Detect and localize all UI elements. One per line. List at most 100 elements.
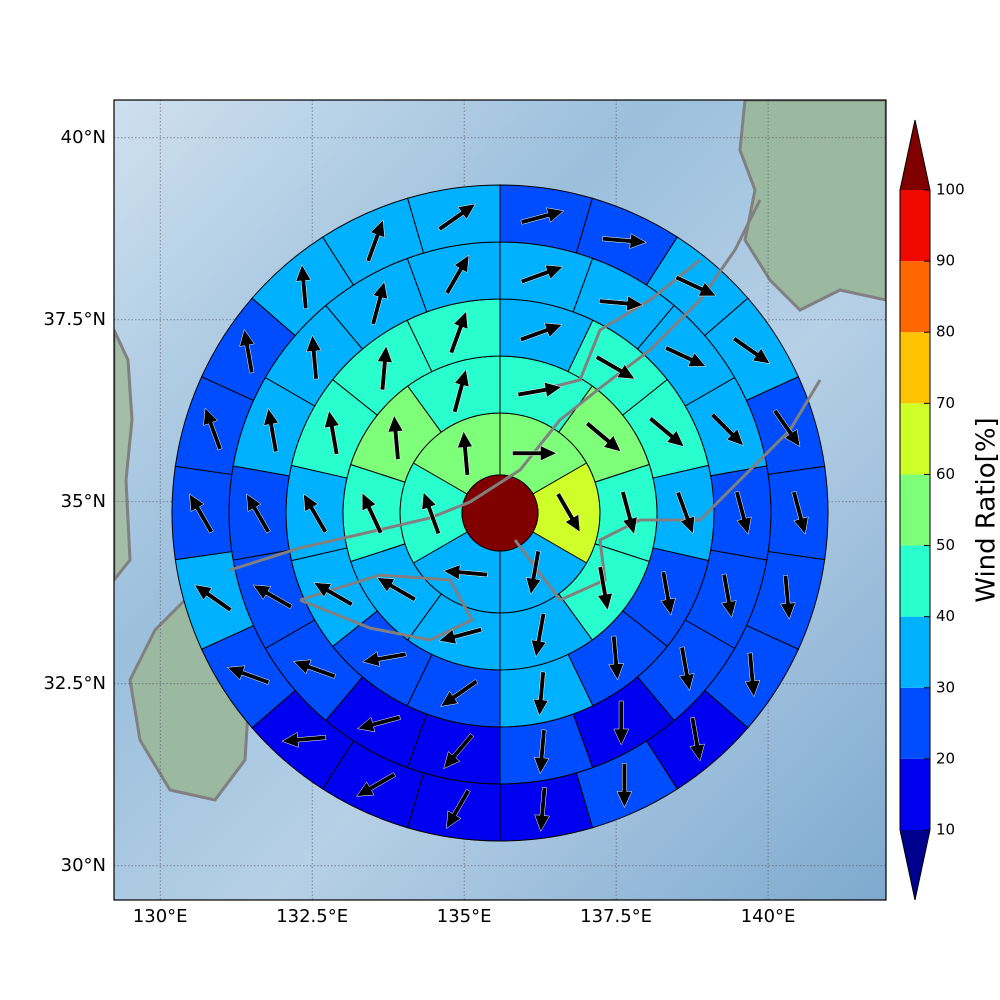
colorbar-tick-label: 80: [936, 323, 955, 341]
wind-arrow: [585, 421, 622, 452]
wind-arrow: [252, 584, 293, 610]
wind-arrow: [598, 295, 644, 312]
wind-arrow: [530, 612, 547, 658]
y-tick-label: 32.5°N: [43, 673, 106, 694]
cell: [499, 184, 594, 254]
wind-arrow: [421, 491, 441, 535]
wind-arrow: [608, 635, 625, 681]
wind-arrow: [263, 407, 279, 453]
coastline: [513, 379, 822, 602]
colorbar-bin: [900, 616, 930, 688]
wind-arrow: [246, 493, 271, 534]
wind-arrow: [520, 207, 565, 225]
wind-arrow: [356, 714, 401, 733]
wind-arrow: [387, 414, 404, 460]
wind-arrow: [555, 492, 581, 533]
colorbar: 10 20 30 40 50 60 70 80 90 100: [899, 119, 965, 901]
colorbar-tick-label: 60: [936, 465, 955, 483]
wind-arrow: [648, 416, 685, 448]
colorbar-under: [900, 830, 930, 900]
wind-arrow: [362, 651, 407, 667]
wind-arrow: [443, 733, 475, 770]
wind-arrow: [457, 430, 473, 476]
colorbar-tick-label: 90: [936, 252, 955, 270]
colorbar-bin: [900, 687, 930, 759]
wind-arrow: [689, 717, 705, 762]
wind-arrow: [520, 264, 564, 285]
colorbar-tick-label: 10: [936, 821, 955, 839]
wind-arrow: [532, 671, 549, 717]
wind-arrow: [534, 787, 550, 832]
wind-arrow: [602, 233, 647, 249]
wind-arrow: [613, 700, 630, 746]
colorbar-over: [900, 120, 930, 190]
wind-arrow: [303, 493, 328, 534]
colorbar-bin: [900, 545, 930, 617]
colorbar-label: Wind Ratio[%]: [972, 417, 1000, 602]
polar-cells: [171, 184, 829, 842]
wind-arrow: [533, 729, 550, 775]
wind-arrow: [664, 345, 707, 367]
colorbar-bin: [900, 261, 930, 333]
wind-arrow: [674, 275, 717, 297]
wind-arrow: [444, 254, 470, 295]
wind-arrow: [281, 731, 327, 748]
wind-arrow: [452, 368, 470, 413]
colorbar-tick-label: 40: [936, 607, 955, 625]
coastline: [539, 258, 701, 392]
wind-arrow: [442, 564, 488, 581]
wind-arrow: [324, 410, 340, 455]
wind-arrow: [446, 788, 471, 830]
wind-arrow: [203, 407, 223, 451]
wind-arrow: [675, 491, 695, 535]
colorbar-tick-label: 20: [936, 749, 955, 767]
wind-arrow: [365, 219, 385, 263]
wind-arrow: [370, 281, 388, 326]
wind-arrow: [194, 584, 233, 613]
cell: [406, 772, 501, 842]
land-korea: [114, 329, 134, 583]
y-tick-label: 30°N: [61, 855, 106, 876]
x-tick-label: 135°E: [437, 906, 492, 927]
wind-arrows: [189, 203, 809, 832]
wind-arrow: [189, 493, 214, 534]
colorbar-bin: [900, 403, 930, 475]
wind-arrow: [519, 322, 563, 343]
axes: 130°E 132.5°E 135°E 137.5°E 140°E 30°N 32.5°N 3…: [43, 127, 795, 927]
wind-arrow: [356, 772, 397, 797]
y-tick-label: 37.5°N: [43, 309, 106, 330]
wind-arrow: [361, 492, 384, 535]
colorbar-bin: [900, 332, 930, 404]
y-tick-label: 35°N: [61, 491, 106, 512]
wind-arrow: [512, 445, 558, 462]
wind-arrow: [721, 573, 737, 619]
plot-frame: [113, 99, 887, 901]
x-tick-label: 132.5°E: [276, 906, 348, 927]
colorbar-tick-label: 70: [936, 394, 955, 412]
wind-arrow: [448, 310, 469, 354]
center-cell: [461, 474, 539, 552]
colorbar-bin: [900, 190, 930, 262]
colorbar-bin: [900, 758, 930, 830]
wind-arrow: [780, 575, 796, 620]
wind-arrow: [376, 577, 417, 602]
wind-arrow: [376, 345, 393, 391]
land-honshu: [738, 100, 886, 312]
wind-arrow: [295, 264, 312, 310]
wind-arrow: [616, 763, 633, 809]
wind-arrow: [440, 679, 479, 707]
wind-arrow: [710, 412, 744, 447]
x-tick-label: 140°E: [741, 906, 796, 927]
wind-arrow: [791, 490, 809, 535]
wind-arrow: [772, 408, 801, 448]
wind-arrow: [660, 571, 676, 616]
wind-arrow: [313, 582, 354, 607]
wind-arrow: [239, 328, 255, 374]
wind-arrow: [226, 665, 270, 685]
colorbar-tick-label: 30: [936, 678, 955, 696]
wind-arrow: [732, 336, 771, 365]
colorbar-bin: [900, 474, 930, 546]
coastline: [299, 573, 475, 642]
wind-arrow: [744, 652, 761, 698]
